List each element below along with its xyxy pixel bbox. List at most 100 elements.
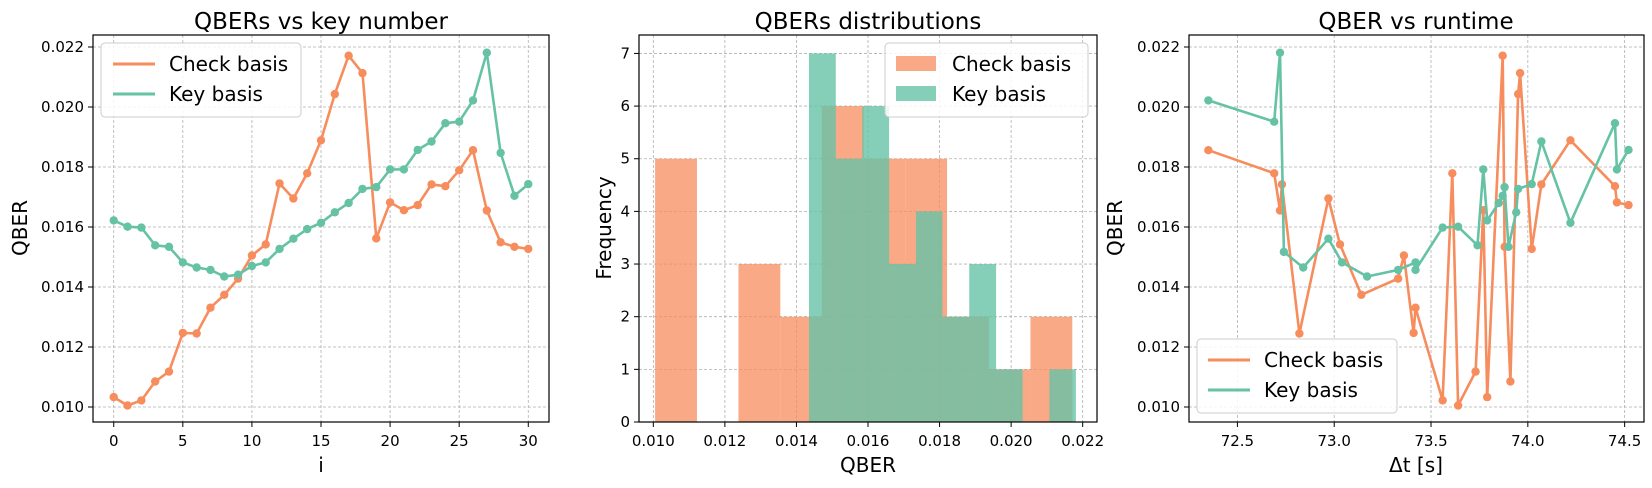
- chart-title: QBERs distributions: [755, 9, 982, 35]
- axis-ticks: 72.5 73.0 73.5 74.0 74.5 0.010 0.012 0.014 0.016…: [1137, 38, 1641, 450]
- data-point-check: [372, 234, 381, 243]
- legend-label-key: Key basis: [169, 82, 263, 106]
- data-point-check: [441, 182, 450, 191]
- legend-box: [100, 42, 302, 118]
- data-point-check: [1357, 290, 1366, 299]
- legend-label-check: Check basis: [169, 52, 288, 76]
- plot-area: [109, 48, 533, 410]
- data-point-key: [454, 117, 464, 126]
- data-point-key: [164, 242, 174, 251]
- x-axis-label: Δt [s]: [1389, 453, 1443, 477]
- data-point-check: [385, 198, 395, 207]
- x-tick-label: 0.014: [775, 432, 818, 450]
- data-point-check: [524, 244, 533, 254]
- data-point-check: [1482, 392, 1492, 402]
- data-point-check: [1393, 274, 1403, 283]
- data-point-key: [1299, 263, 1308, 272]
- data-point-check: [344, 51, 353, 60]
- chart-title: QBER vs runtime: [1318, 9, 1513, 35]
- histogram-bar-key: [808, 53, 836, 423]
- data-point-key: [510, 191, 519, 200]
- data-point-key: [1537, 137, 1546, 146]
- data-point-key: [468, 96, 478, 105]
- y-axis-label: Frequency: [592, 176, 616, 279]
- data-point-check: [1335, 240, 1345, 249]
- y-axis-label: QBER: [8, 200, 32, 256]
- x-tick-label: 0.016: [847, 432, 890, 450]
- legend: Check basis Key basis: [100, 42, 302, 118]
- data-point-check: [1513, 89, 1523, 99]
- data-point-key: [399, 165, 409, 174]
- histogram-bar-key: [835, 158, 863, 423]
- chart-title: QBERs vs key number: [194, 9, 448, 35]
- data-point-key: [220, 272, 229, 281]
- data-point-key: [1275, 48, 1285, 57]
- y-tick-label: 6: [620, 97, 630, 115]
- data-point-key: [524, 179, 533, 189]
- histogram-bar-check: [655, 158, 697, 423]
- x-tick-label: 0.018: [918, 432, 961, 450]
- y-tick-label: 0.012: [41, 338, 84, 356]
- data-point-check: [1612, 198, 1622, 207]
- data-point-key: [358, 184, 367, 194]
- y-tick-label: 0.018: [41, 158, 84, 176]
- data-point-check: [413, 200, 422, 210]
- x-tick-label: 74.0: [1511, 432, 1544, 450]
- data-point-key: [123, 222, 132, 231]
- x-tick-label: 0.022: [1061, 432, 1104, 450]
- y-tick-label: 0: [620, 413, 630, 431]
- x-tick-label: 10: [242, 432, 261, 450]
- data-point-key: [1482, 216, 1492, 225]
- histogram-bar-key: [862, 106, 890, 422]
- y-tick-label: 2: [620, 308, 630, 326]
- data-point-check: [123, 401, 132, 410]
- data-point-check: [1498, 51, 1507, 60]
- data-point-check: [1453, 401, 1463, 410]
- panel-qber-vs-key-number: QBERs vs key number i QBER 0 5 10 15 20 25 300…: [8, 9, 550, 477]
- data-point-key: [275, 244, 284, 254]
- data-point-check: [1324, 194, 1333, 203]
- histogram-bar-key: [915, 211, 943, 422]
- data-point-key: [289, 234, 298, 243]
- y-tick-label: 0.014: [41, 278, 84, 296]
- data-point-key: [1566, 218, 1575, 227]
- data-point-key: [1500, 182, 1509, 192]
- legend-swatch-key: [896, 86, 936, 101]
- y-tick-label: 1: [620, 360, 630, 378]
- data-point-check: [454, 166, 464, 175]
- data-point-key: [1269, 117, 1279, 126]
- data-point-key: [1411, 258, 1420, 267]
- data-point-key: [178, 258, 188, 267]
- panel-qber-distributions: QBERs distributions QBER Frequency 0.010…: [592, 9, 1104, 477]
- data-point-key: [1473, 241, 1482, 250]
- data-point-key: [261, 258, 270, 267]
- x-tick-label: 0: [109, 432, 119, 450]
- legend-box: [1196, 338, 1398, 414]
- data-point-key: [1504, 242, 1513, 251]
- data-point-check: [316, 136, 326, 145]
- x-tick-label: 0.010: [632, 432, 675, 450]
- y-axis-label: QBER: [1103, 200, 1127, 256]
- data-point-key: [302, 224, 312, 234]
- data-point-check: [206, 303, 215, 312]
- data-point-key: [1362, 272, 1372, 281]
- y-tick-label: 0.014: [1137, 278, 1180, 296]
- y-tick-label: 0.010: [41, 398, 84, 416]
- x-tick-label: 25: [450, 432, 469, 450]
- panel-qber-vs-runtime: QBER vs runtime Δt [s] QBER 72.5 73.0 73.5…: [1103, 9, 1645, 477]
- data-point-check: [1438, 396, 1447, 405]
- series-line-key: [1207, 51, 1630, 278]
- data-point-check: [261, 240, 270, 249]
- legend-label-check: Check basis: [952, 52, 1071, 76]
- y-tick-label: 4: [620, 202, 630, 220]
- data-point-check: [468, 146, 478, 155]
- y-tick-label: 3: [620, 255, 630, 273]
- data-point-check: [399, 206, 409, 215]
- data-point-key: [206, 265, 215, 275]
- y-tick-label: 0.020: [41, 98, 84, 116]
- data-point-key: [1498, 191, 1507, 200]
- data-point-check: [358, 68, 367, 78]
- data-point-check: [1624, 200, 1633, 210]
- legend: Check basis Key basis: [884, 42, 1089, 118]
- data-point-key: [137, 223, 146, 232]
